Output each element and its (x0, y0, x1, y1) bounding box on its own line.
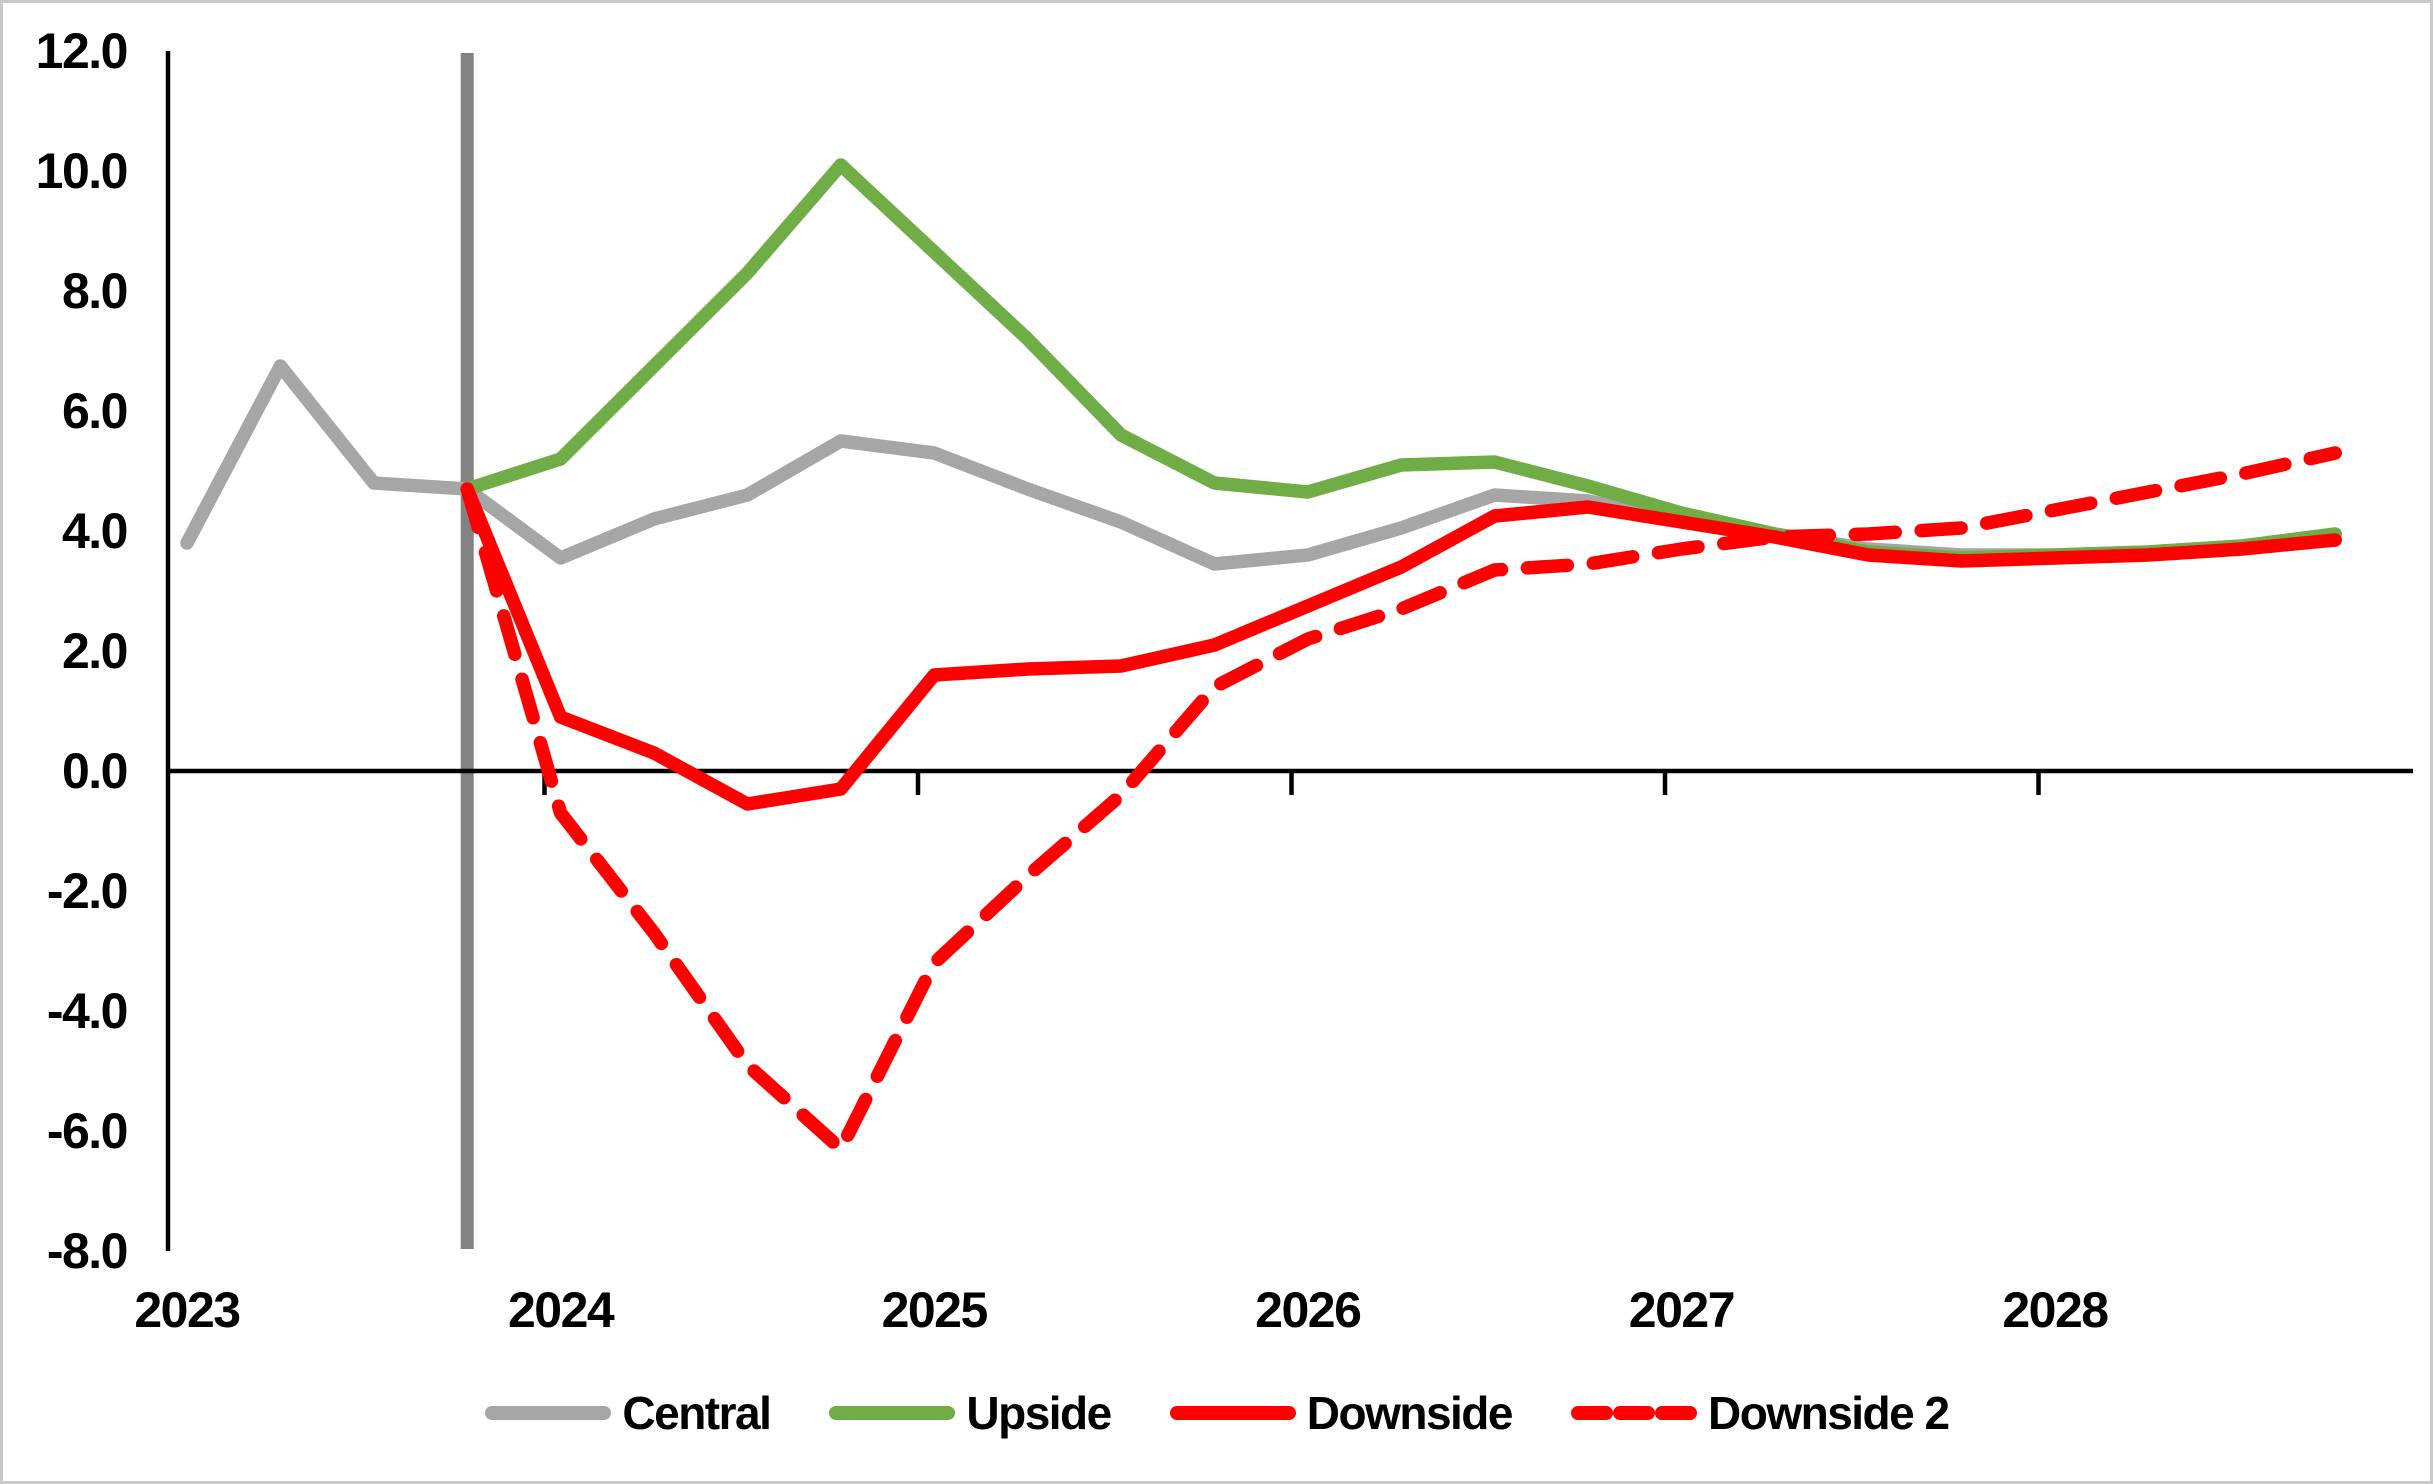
x-year-label: 2026 (1255, 1282, 1362, 1338)
series-downside-2-line (460, 446, 2342, 1156)
x-year-label: 2024 (507, 1282, 615, 1338)
series-central-line (180, 359, 2342, 571)
y-tick-label: -2.0 (46, 863, 129, 919)
x-year-label: 2023 (134, 1282, 241, 1338)
legend-item-upside: Upside (828, 1387, 1112, 1439)
legend-label: Downside (1306, 1387, 1514, 1439)
y-tick-label: -6.0 (46, 1103, 129, 1159)
series-downside-line (460, 482, 2342, 811)
legend-label: Downside 2 (1708, 1387, 1950, 1439)
x-year-label: 2027 (1628, 1282, 1736, 1338)
y-tick-label: 10.0 (35, 143, 129, 199)
y-tick-label: 12.0 (35, 23, 129, 79)
legend-item-central: Central (484, 1387, 772, 1439)
legend-label: Central (622, 1387, 771, 1439)
y-tick-label: -4.0 (46, 983, 129, 1039)
legend-swatch-dashed-line-icon (1571, 1406, 1697, 1420)
plot-area (165, 51, 2413, 1251)
legend: Central Upside Downside Downside 2 (3, 1381, 2430, 1445)
x-year-label: 2025 (881, 1282, 989, 1338)
y-tick-label: 2.0 (61, 623, 129, 679)
legend-swatch-line-icon (829, 1406, 956, 1420)
legend-item-downside: Downside (1169, 1387, 1514, 1439)
legend-item-downside-2: Downside 2 (1570, 1387, 1950, 1439)
y-tick-label: 0.0 (61, 743, 129, 799)
legend-swatch-line-icon (1169, 1406, 1296, 1420)
y-tick-label: 8.0 (61, 263, 129, 319)
y-tick-label: -8.0 (46, 1223, 129, 1279)
legend-label: Upside (966, 1387, 1112, 1439)
x-year-label: 2028 (2002, 1282, 2109, 1338)
y-tick-label: 4.0 (61, 503, 129, 559)
series-lines (180, 158, 2342, 1156)
y-tick-label: 6.0 (61, 383, 129, 439)
legend-swatch-line-icon (485, 1406, 612, 1420)
